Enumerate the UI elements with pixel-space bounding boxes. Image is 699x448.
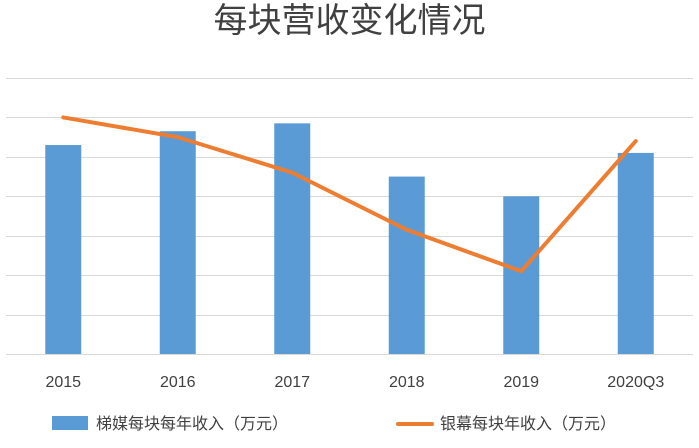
line-series [63,117,636,271]
gridlines [6,79,693,355]
x-tick-label: 2020Q3 [607,374,664,391]
x-axis-ticks: 2015 2016 2017 2018 2019 2020Q3 [45,374,664,391]
x-tick-label: 2017 [274,374,310,391]
x-tick-label: 2016 [160,374,196,391]
bar-2020Q3 [618,153,654,354]
bar-2016 [160,131,196,354]
bar-2015 [45,145,81,354]
bar-2019 [503,196,539,354]
x-tick-label: 2015 [45,374,81,391]
bar-2017 [274,123,310,354]
x-tick-label: 2019 [503,374,539,391]
x-tick-label: 2018 [389,374,425,391]
legend: 梯媒每块每年收入（万元） 银幕每块年收入（万元） [52,414,616,433]
bar-2018 [389,177,425,354]
legend-swatch-bar [52,416,88,430]
chart-title: 每块营收变化情况 [214,1,486,41]
legend-label-line: 银幕每块年收入（万元） [440,414,616,433]
legend-label-bar: 梯媒每块每年收入（万元） [96,414,288,433]
line-series-path [63,117,636,271]
